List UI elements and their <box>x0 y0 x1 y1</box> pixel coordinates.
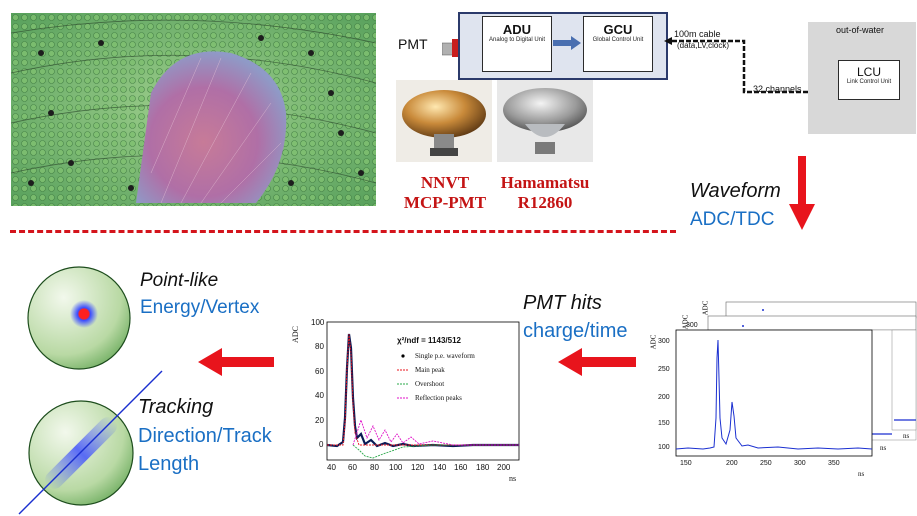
hamamatsu-line2: R12860 <box>517 193 573 212</box>
adu-to-gcu-arrow-icon <box>553 36 581 50</box>
waveform-label: Waveform <box>690 180 781 202</box>
waveform-back-xlabel-0: ns <box>880 444 887 452</box>
waveform-ytick: 250 <box>658 366 670 373</box>
point-like-label: Point-like <box>140 270 219 291</box>
adc-tdc-label: ADC/TDC <box>690 209 775 230</box>
lcu-sub: Link Control Unit <box>846 79 892 85</box>
gcu-title: GCU <box>603 22 633 37</box>
waveform-ytick: 100 <box>658 444 670 451</box>
cable-label: 100m cable <box>674 29 721 39</box>
length-label: Length <box>138 453 200 475</box>
fit-xtick: 140 <box>433 463 447 472</box>
fit-xtick: 100 <box>389 463 403 472</box>
fit-xtick: 60 <box>348 463 357 472</box>
out-of-water-label: out-of-water <box>836 25 885 35</box>
fit-xtick: 180 <box>476 463 490 472</box>
waveform-plot-frame <box>675 301 917 457</box>
fit-xlabel: ns <box>509 474 517 483</box>
adu-title: ADU <box>502 22 532 37</box>
direction-track-label: Direction/Track <box>138 425 272 447</box>
main-peak-series <box>327 333 519 446</box>
channels-label: 32 channels <box>753 84 802 94</box>
fit-ytick: 100 <box>311 318 325 327</box>
left-arrow-icon-1 <box>198 348 274 376</box>
tracking-detector-icon <box>18 370 163 515</box>
fit-xtick: 40 <box>327 463 336 472</box>
hamamatsu-label: Hamamatsu R12860 <box>490 173 600 213</box>
overshoot-series <box>352 444 519 459</box>
waveform-ytick: 300 <box>658 338 670 345</box>
fit-xtick: 120 <box>411 463 425 472</box>
fit-chi2: χ²/ndf = 1143/512 <box>397 336 461 345</box>
waveform-xtick: 250 <box>760 460 772 467</box>
fit-ytick: 0 <box>319 440 324 449</box>
fit-ytick: 40 <box>315 391 324 400</box>
waveform-xlabel: ns <box>858 470 865 478</box>
adu-box: ADU Analog to Digital Unit <box>482 16 552 72</box>
waveform-xtick: 350 <box>828 460 840 467</box>
nnvt-line1: NNVT <box>420 173 470 192</box>
pmt-hits-label: PMT hits <box>523 292 602 314</box>
waveform-ylabel: ADC <box>649 334 658 350</box>
waveform-back-xlabel-1: ns <box>903 432 910 440</box>
nnvt-line2: MCP-PMT <box>403 193 487 212</box>
waveform-ytick: 200 <box>658 394 670 401</box>
raw-waveform-series <box>675 339 873 450</box>
fit-legend-3: Reflection peaks <box>415 394 462 402</box>
fit-legend-1: Main peak <box>415 366 445 374</box>
fit-xtick: 200 <box>497 463 511 472</box>
fit-ylabel: ADC <box>290 326 300 343</box>
lcu-box: LCU Link Control Unit <box>838 60 900 100</box>
nnvt-pmt-photo <box>396 80 492 162</box>
point-like-detector-icon <box>27 266 131 370</box>
fit-plot-frame <box>326 321 520 461</box>
down-arrow-icon <box>789 156 815 230</box>
fit-xtick: 160 <box>454 463 468 472</box>
waveform-xtick: 200 <box>726 460 738 467</box>
fit-ytick: 80 <box>315 342 324 351</box>
fit-ytick: 20 <box>315 416 324 425</box>
fit-legend-0: Single p.e. waveform <box>415 352 475 360</box>
detector-event-display <box>11 13 376 206</box>
cable-arrow-icon <box>664 37 824 96</box>
lcu-title: LCU <box>856 65 881 79</box>
hamamatsu-line1: Hamamatsu <box>500 173 590 192</box>
waveform-back-label-2: 300 <box>686 322 698 329</box>
charge-time-label: charge/time <box>523 320 628 342</box>
electronics-diagram: PMT HV ADU Analog to Digital Unit GCU Gl… <box>384 10 917 140</box>
adu-sub: Analog to Digital Unit <box>488 37 546 43</box>
left-arrow-icon-2 <box>558 348 636 376</box>
hamamatsu-pmt-photo <box>497 80 593 162</box>
tracking-label: Tracking <box>138 396 214 418</box>
section-divider <box>10 230 676 233</box>
fit-legend-2: Overshoot <box>415 380 445 388</box>
waveform-plot: ADC ADC ADC 300 ns ns ns 300 250 200 150… <box>648 298 917 488</box>
fit-xtick: 80 <box>370 463 379 472</box>
pmt-label: PMT <box>398 36 428 52</box>
fit-plot: ADC ns χ²/ndf = 1143/512 Single p.e. wav… <box>290 308 527 483</box>
fit-ytick: 60 <box>315 367 324 376</box>
waveform-xtick: 150 <box>680 460 692 467</box>
waveform-back-label-0: ADC <box>701 300 710 316</box>
reflection-peaks-series <box>352 418 519 446</box>
energy-vertex-label: Energy/Vertex <box>140 297 260 318</box>
cable-sub: (data,LV,clock) <box>677 41 730 50</box>
gcu-sub: Global Control Unit <box>592 37 644 43</box>
gcu-box: GCU Global Control Unit <box>583 16 653 72</box>
waveform-ytick: 150 <box>658 420 670 427</box>
waveform-xtick: 300 <box>794 460 806 467</box>
nnvt-label: NNVT MCP-PMT <box>390 173 500 213</box>
